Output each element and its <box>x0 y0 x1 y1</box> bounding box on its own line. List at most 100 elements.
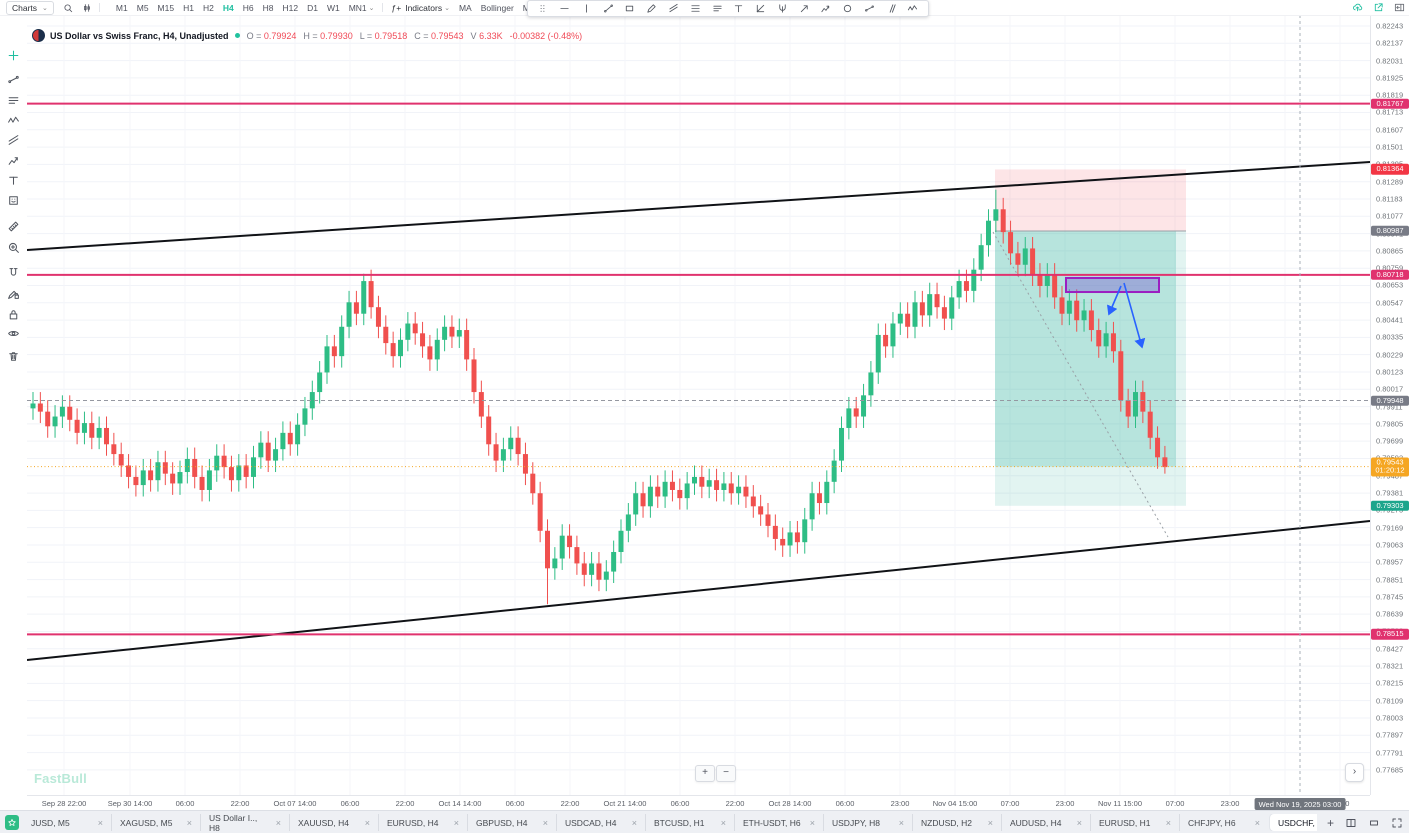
ruler-tool-button[interactable] <box>4 217 23 236</box>
sticker-tool-button[interactable] <box>4 191 23 210</box>
timeframe-mn1[interactable]: MN1 <box>348 2 367 13</box>
add-drawing-tool-button[interactable] <box>4 46 23 65</box>
supply-zone-box[interactable] <box>1065 276 1160 294</box>
chart-tab-eth-usdt-h6[interactable]: ETH-USDT, H6 × <box>734 814 823 831</box>
arrow-polyline-tool-button[interactable] <box>4 151 23 170</box>
charts-menu-button[interactable]: Charts ⌄ <box>6 0 54 15</box>
timeframe-h4[interactable]: H4 <box>222 2 234 13</box>
position-risk-zone[interactable] <box>995 169 1186 231</box>
chart-tab-xagusd-m5[interactable]: XAGUSD, M5 × <box>111 814 200 831</box>
blue-arrow-drawing[interactable] <box>1107 285 1122 316</box>
chart-tab-eurusd-h1[interactable]: EURUSD, H1 × <box>1090 814 1179 831</box>
timeframe-h6[interactable]: H6 <box>242 2 254 13</box>
time-axis[interactable]: Wed Nov 19, 2025 03:00 Sep 28 22:00 Sep 3… <box>27 795 1370 811</box>
indicators-button[interactable]: Indicators <box>405 2 443 13</box>
timeframe-m5[interactable]: M5 <box>136 2 149 13</box>
fib-retracement-tool[interactable] <box>686 3 704 14</box>
parallel-channel-tool[interactable] <box>664 3 682 14</box>
ellipse-tool[interactable] <box>839 3 857 14</box>
tab-close-icon[interactable]: × <box>186 817 192 828</box>
share-icon[interactable] <box>1373 2 1384 13</box>
cloud-sync-icon[interactable] <box>1352 2 1363 13</box>
indicator-shortcut-ma[interactable]: MA <box>458 2 472 13</box>
rectangle-tool[interactable] <box>621 3 639 14</box>
chart-tab-usdchf-h4[interactable]: USDCHF, H4× <box>1270 814 1317 831</box>
chart-tab-us-dollar-i-h8[interactable]: US Dollar I.., H8 × <box>200 814 289 831</box>
chart-tab-xauusd-h4[interactable]: XAUUSD, H4 × <box>289 814 378 831</box>
chart-type-candles-icon[interactable] <box>82 3 92 13</box>
horizontal-line-tool[interactable] <box>556 3 574 14</box>
pitchfork-tool[interactable] <box>773 3 791 14</box>
chart-tab-nzdusd-h2[interactable]: NZDUSD, H2 × <box>912 814 1001 831</box>
drag-handle[interactable] <box>534 3 552 14</box>
black-trend-line[interactable] <box>26 520 1371 661</box>
symbol-legend[interactable]: US Dollar vs Swiss Franc, H4, Unadjusted… <box>32 29 589 42</box>
fullscreen-icon[interactable] <box>1391 817 1403 829</box>
tab-close-icon[interactable]: × <box>898 817 904 828</box>
chart-tab-usdjpy-h8[interactable]: USDJPY, H8 × <box>823 814 912 831</box>
timeframe-m1[interactable]: M1 <box>115 2 128 13</box>
price-axis[interactable]: 0.82243 0.82137 0.82031 0.81925 0.81819 0.817… <box>1370 15 1409 795</box>
drawing-mode-lock-tool-button[interactable] <box>4 284 23 303</box>
chart-tab-eurusd-h4[interactable]: EURUSD, H4 × <box>378 814 467 831</box>
chart-tab-audusd-h4[interactable]: AUDUSD, H4 × <box>1001 814 1090 831</box>
blue-arrow-drawing[interactable] <box>1123 282 1146 349</box>
chart-tab-chfjpy-h6[interactable]: CHFJPY, H6 × <box>1179 814 1268 831</box>
collapse-panel-icon[interactable] <box>1394 2 1405 13</box>
timeframes-chevron-down-icon[interactable]: ⌄ <box>368 4 375 12</box>
timeframe-h1[interactable]: H1 <box>183 2 194 13</box>
timeframe-h12[interactable]: H12 <box>282 2 299 13</box>
pattern-tool-button[interactable] <box>4 111 23 130</box>
tab-close-icon[interactable]: × <box>364 817 370 828</box>
vertical-line-tool[interactable] <box>577 3 595 14</box>
text-tool[interactable] <box>730 3 748 14</box>
tab-close-icon[interactable]: × <box>987 817 993 828</box>
tab-close-icon[interactable]: × <box>1076 817 1082 828</box>
timeframe-d1[interactable]: D1 <box>307 2 318 13</box>
multi-chart-layout-icon[interactable] <box>1345 817 1357 829</box>
trend-line-tool[interactable] <box>599 3 617 14</box>
watchlist-star-button[interactable] <box>5 815 19 830</box>
zoom-in-button[interactable]: + <box>695 765 715 782</box>
add-chart-tab-button[interactable]: + <box>1326 815 1334 830</box>
horizontal-levels-tool-button[interactable] <box>4 91 23 110</box>
single-layout-icon[interactable] <box>1368 817 1380 829</box>
arrow-tool[interactable] <box>795 3 813 14</box>
search-icon[interactable] <box>63 3 73 13</box>
trend-segment-tool-button[interactable] <box>4 70 23 89</box>
tab-close-icon[interactable]: × <box>1165 817 1171 828</box>
tab-close-icon[interactable]: × <box>97 817 103 828</box>
hide-drawings-tool-button[interactable] <box>4 324 23 343</box>
brush-tool[interactable] <box>643 3 661 14</box>
lock-drawings-tool-button[interactable] <box>4 305 23 324</box>
timeframe-m15[interactable]: M15 <box>157 2 175 13</box>
indicator-shortcut-bollinger[interactable]: Bollinger <box>480 2 514 13</box>
parallel-lines-tool[interactable] <box>882 3 900 14</box>
tab-close-icon[interactable]: × <box>453 817 459 828</box>
ray-tool[interactable] <box>860 3 878 14</box>
timeframe-h2[interactable]: H2 <box>202 2 214 13</box>
chart-plot-area[interactable]: FastBull + − › <box>26 15 1371 795</box>
gann-tool[interactable] <box>752 3 770 14</box>
chart-tab-jusd-m5[interactable]: JUSD, M5 × <box>23 814 111 831</box>
horizontal-lines-tool[interactable] <box>708 3 726 14</box>
dashed-trend-line[interactable] <box>992 231 1169 538</box>
polyline-tool[interactable] <box>817 3 835 14</box>
chart-tab-gbpusd-h4[interactable]: GBPUSD, H4 × <box>467 814 556 831</box>
tab-close-icon[interactable]: × <box>275 817 281 828</box>
timeframe-w1[interactable]: W1 <box>326 2 340 13</box>
tab-close-icon[interactable]: × <box>720 817 726 828</box>
position-profit-zone[interactable] <box>995 230 1186 506</box>
tab-close-icon[interactable]: × <box>631 817 637 828</box>
magnet-tool-button[interactable] <box>4 264 23 283</box>
timeframe-h8[interactable]: H8 <box>262 2 274 13</box>
chart-tab-usdcad-h4[interactable]: USDCAD, H4 × <box>556 814 645 831</box>
chart-tab-btcusd-h1[interactable]: BTCUSD, H1 × <box>645 814 734 831</box>
delete-drawings-tool-button[interactable] <box>4 347 23 366</box>
text-tool-button[interactable] <box>4 171 23 190</box>
pattern-tool[interactable] <box>904 3 922 14</box>
zoom-out-button[interactable]: − <box>716 765 736 782</box>
channel-tool-button[interactable] <box>4 131 23 150</box>
tab-close-icon[interactable]: × <box>809 817 815 828</box>
scroll-right-button[interactable]: › <box>1345 763 1364 782</box>
